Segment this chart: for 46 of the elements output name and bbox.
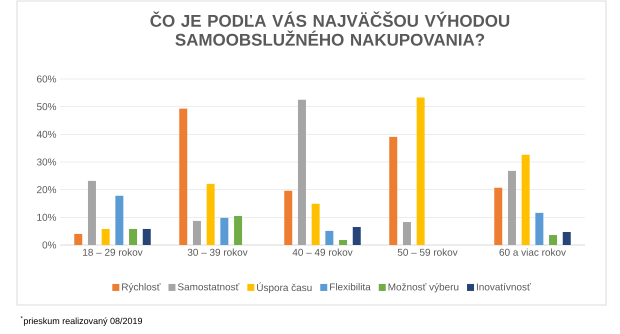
bar bbox=[88, 180, 96, 245]
bar bbox=[102, 228, 110, 245]
bar bbox=[494, 188, 502, 245]
bar bbox=[562, 232, 571, 245]
bar bbox=[234, 216, 242, 245]
bar bbox=[416, 98, 425, 245]
bar bbox=[549, 235, 558, 245]
bar bbox=[352, 227, 361, 245]
bar bbox=[220, 218, 228, 245]
chart-title: ČO JE PODĽA VÁS NAJVÄČŠOU VÝHODOU SAMOOBSLUŽNÉHO NAKUPOVANIA? bbox=[150, 12, 510, 46]
bar bbox=[298, 100, 306, 245]
legend-label: Inovatívnosť bbox=[476, 283, 531, 290]
bar bbox=[142, 228, 151, 245]
bar bbox=[312, 204, 320, 245]
bar bbox=[206, 184, 215, 245]
text: $^{*}$prieskum realizovaný 08/2019 bbox=[20, 316, 142, 326]
legend-label: Úspora času bbox=[257, 282, 312, 294]
x-tick-label: 40 – 49 rokov bbox=[292, 248, 353, 256]
y-tick-label: 60% bbox=[37, 75, 56, 83]
bar bbox=[74, 234, 82, 245]
y-tick-label: 40% bbox=[36, 130, 56, 138]
y-tick-label: 50% bbox=[36, 103, 56, 110]
bar bbox=[115, 196, 124, 245]
x-tick-label: 50 – 59 rokov bbox=[398, 248, 458, 256]
legend-label: Možnosť výberu bbox=[388, 283, 458, 292]
bar bbox=[192, 220, 201, 245]
bar bbox=[402, 222, 411, 245]
y-tick-label: 20% bbox=[37, 186, 56, 194]
x-tick-label: 60 a viac rokov bbox=[500, 248, 566, 256]
y-tick-label: 30% bbox=[36, 158, 56, 166]
x-tick-label: 30 – 39 rokov bbox=[188, 248, 248, 256]
y-tick-label: 10% bbox=[37, 214, 56, 221]
bar bbox=[522, 154, 530, 245]
bar bbox=[284, 190, 292, 245]
bar bbox=[389, 136, 398, 245]
x-tick-label: 18 – 29 rokov bbox=[83, 248, 143, 256]
y-tick-label: 0% bbox=[42, 241, 56, 249]
bar bbox=[129, 228, 138, 245]
legend-label: Flexibilita bbox=[330, 283, 371, 290]
legend-label: Samostatnosť bbox=[178, 283, 240, 290]
bar bbox=[339, 240, 348, 245]
bar bbox=[179, 108, 188, 245]
bar bbox=[535, 212, 544, 245]
legend-label: Rýchlosť bbox=[122, 283, 161, 292]
bar bbox=[325, 230, 334, 245]
bar bbox=[508, 170, 516, 245]
